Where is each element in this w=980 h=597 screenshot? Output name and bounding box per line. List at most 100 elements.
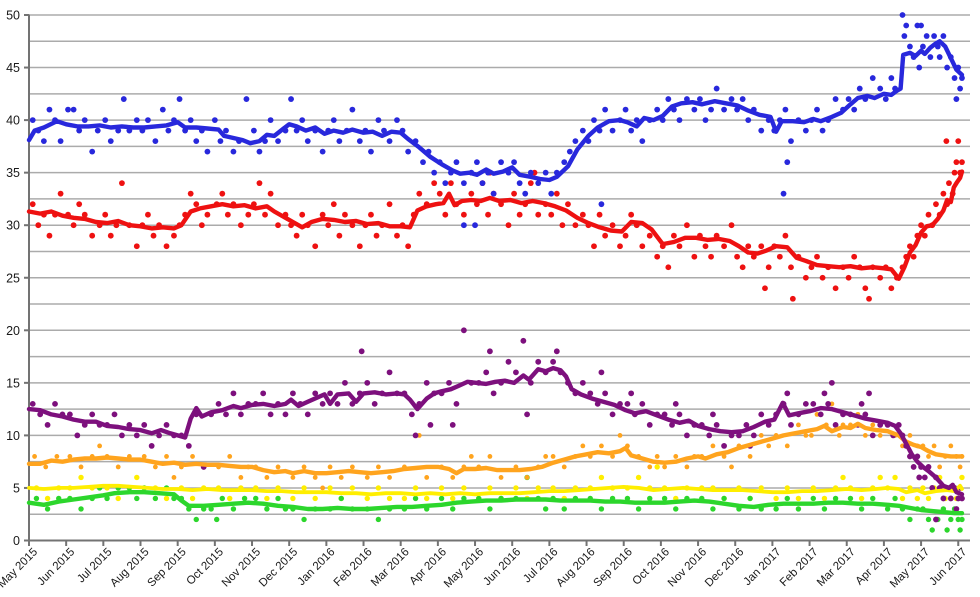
data-point-green (375, 516, 382, 523)
data-point-blue (460, 180, 467, 187)
data-point-yellow (189, 495, 196, 502)
data-point-purple (371, 400, 378, 407)
data-point-red (684, 222, 690, 229)
data-point-orange (487, 454, 493, 459)
data-point-blue (784, 159, 791, 166)
data-point-blue (579, 127, 586, 134)
data-point-blue (431, 169, 438, 176)
data-point-green (647, 495, 653, 502)
data-point-red (782, 232, 789, 239)
data-point-blue (691, 106, 698, 113)
data-point-yellow (44, 495, 51, 502)
data-point-red (765, 264, 772, 271)
data-point-purple (929, 485, 936, 491)
data-point-yellow (375, 485, 382, 491)
data-point-orange (803, 433, 809, 438)
data-point-blue (901, 33, 908, 39)
data-point-red (460, 211, 467, 218)
data-point-red (789, 295, 796, 302)
data-point-purple (44, 421, 51, 428)
data-point-yellow (795, 495, 802, 502)
data-point-red (245, 211, 252, 218)
data-point-green (821, 506, 828, 512)
data-point-red (76, 201, 83, 208)
data-point-yellow (907, 485, 913, 491)
data-point-red (293, 232, 300, 239)
data-point-blue (250, 127, 257, 134)
data-point-orange (931, 443, 937, 449)
data-point-orange (617, 433, 623, 438)
y-axis-label: 35 (6, 166, 20, 180)
data-point-red (708, 253, 714, 260)
data-point-orange (227, 454, 233, 459)
data-point-red (953, 159, 960, 166)
data-point-purple (342, 379, 348, 386)
x-axis-label: Feb 2016 (332, 546, 375, 589)
data-point-purple (364, 379, 371, 386)
data-point-red (691, 253, 698, 260)
data-point-green (104, 495, 110, 502)
data-point-purple (126, 421, 133, 428)
data-point-purple (52, 400, 58, 407)
data-point-yellow (349, 485, 356, 491)
y-axis-label: 45 (6, 61, 20, 75)
data-point-blue (654, 106, 661, 113)
data-point-blue (319, 148, 326, 155)
data-point-purple (386, 369, 393, 376)
data-point-orange (610, 454, 615, 459)
data-point-blue (665, 96, 672, 102)
data-point-yellow (598, 474, 605, 481)
data-point-red (386, 201, 393, 208)
data-point-orange (599, 443, 604, 449)
data-point-red (851, 253, 858, 260)
x-axis-label: Sep 2016 (592, 546, 635, 589)
data-point-blue (394, 117, 400, 123)
data-point-orange (468, 454, 474, 459)
data-point-purple (89, 411, 96, 418)
data-point-orange (301, 464, 307, 470)
x-axis-label: May 2015 (0, 546, 40, 590)
data-point-blue (951, 75, 958, 81)
data-point-orange (647, 464, 653, 470)
data-point-blue (349, 106, 356, 113)
data-point-red (35, 222, 42, 229)
data-point-purple (290, 390, 296, 397)
data-point-red (193, 201, 200, 208)
data-point-purple (684, 432, 690, 439)
data-point-purple (713, 421, 720, 428)
data-point-green (219, 495, 225, 502)
data-point-green (78, 506, 84, 512)
data-point-purple (66, 411, 73, 418)
data-point-green (241, 495, 248, 502)
data-point-blue (204, 148, 211, 155)
data-point-orange (662, 464, 668, 470)
data-point-orange (937, 464, 943, 470)
data-point-purple (185, 443, 192, 449)
data-point-green (134, 495, 140, 502)
data-point-orange (97, 443, 103, 449)
data-point-red (81, 211, 88, 218)
data-point-purple (119, 432, 125, 439)
data-point-red (356, 243, 363, 250)
data-point-blue (959, 75, 965, 81)
data-point-blue (780, 190, 787, 197)
data-point-blue (304, 138, 311, 145)
data-point-purple (427, 421, 434, 428)
data-point-purple (784, 390, 791, 397)
y-axis-label: 10 (6, 429, 20, 443)
trend-line-blue (26, 39, 965, 183)
data-point-purple (832, 421, 839, 428)
data-point-blue (275, 138, 281, 145)
data-point-blue (479, 180, 486, 187)
data-point-orange (524, 475, 530, 480)
data-point-red (602, 232, 609, 239)
data-point-red (46, 232, 53, 239)
data-point-blue (944, 64, 950, 71)
data-point-red (237, 222, 244, 229)
data-point-blue (516, 180, 523, 187)
data-point-blue (375, 117, 382, 123)
data-point-blue (708, 106, 714, 113)
data-point-red (866, 295, 872, 302)
data-point-blue (676, 117, 683, 123)
